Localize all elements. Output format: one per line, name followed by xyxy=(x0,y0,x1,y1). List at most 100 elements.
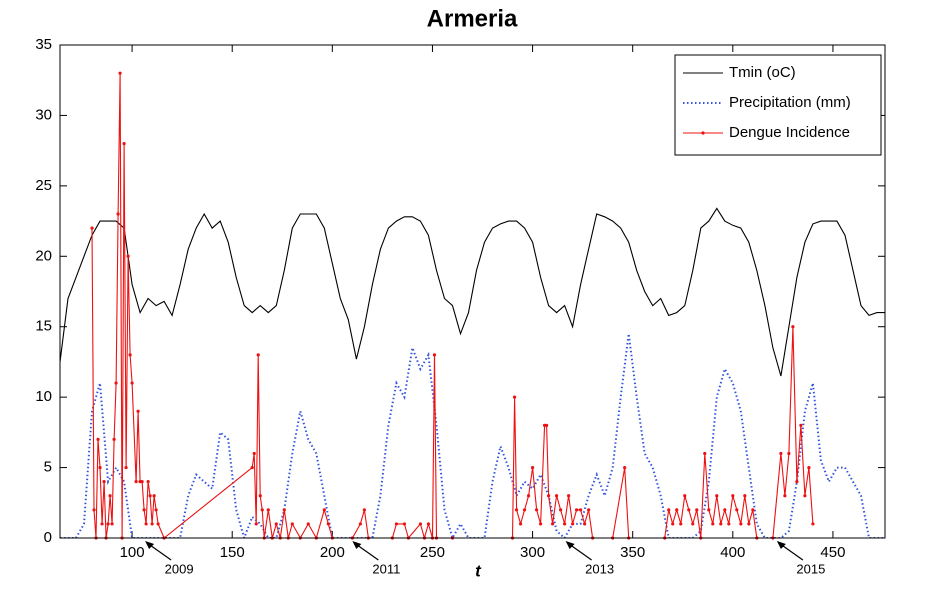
point xyxy=(743,494,747,498)
plot-frame xyxy=(59,44,886,539)
point xyxy=(707,508,711,512)
point xyxy=(402,522,407,526)
point xyxy=(522,508,527,512)
point xyxy=(358,522,362,526)
point xyxy=(142,508,146,512)
point xyxy=(326,522,330,526)
annotation-label: 2009 xyxy=(165,561,194,576)
point xyxy=(126,254,130,258)
point xyxy=(290,522,294,526)
point xyxy=(274,522,278,526)
point xyxy=(90,226,94,230)
annotation-label: 2015 xyxy=(796,561,825,576)
point xyxy=(150,522,154,526)
point xyxy=(250,465,254,470)
point xyxy=(687,508,691,512)
x-axis-label: t xyxy=(475,561,482,580)
point xyxy=(799,423,803,427)
point xyxy=(362,508,366,512)
point xyxy=(559,508,563,512)
point xyxy=(555,494,559,498)
point xyxy=(254,522,258,526)
point xyxy=(252,451,256,456)
point xyxy=(118,71,122,75)
point xyxy=(128,353,132,357)
point xyxy=(587,508,591,512)
point xyxy=(96,437,100,441)
point xyxy=(116,212,120,216)
point xyxy=(156,522,160,526)
point xyxy=(787,451,791,456)
point xyxy=(779,451,783,456)
point xyxy=(727,522,731,526)
point xyxy=(579,508,583,512)
point xyxy=(695,508,699,512)
point xyxy=(124,465,128,470)
point xyxy=(144,522,148,526)
point xyxy=(583,522,587,526)
legend-label: Precipitation (mm) xyxy=(729,94,851,111)
point xyxy=(136,409,140,413)
point xyxy=(807,465,811,470)
point xyxy=(512,395,517,399)
series-line xyxy=(60,207,885,377)
point xyxy=(100,522,104,526)
point xyxy=(306,522,310,526)
point xyxy=(282,508,286,512)
point xyxy=(112,437,116,441)
point xyxy=(152,494,156,498)
point xyxy=(675,508,679,512)
point xyxy=(803,494,807,498)
annotation-label: 2013 xyxy=(585,561,614,576)
point xyxy=(667,508,671,512)
point xyxy=(106,522,110,526)
x-tick-label: 450 xyxy=(820,544,845,561)
point xyxy=(146,480,150,484)
point xyxy=(739,522,743,526)
point xyxy=(751,508,755,512)
point xyxy=(130,381,134,385)
point xyxy=(544,423,549,427)
point xyxy=(432,353,437,357)
point xyxy=(108,494,112,498)
y-tick-label: 25 xyxy=(35,177,52,194)
point xyxy=(258,494,262,498)
point xyxy=(418,522,423,526)
point xyxy=(711,522,715,526)
x-tick-label: 400 xyxy=(720,544,745,561)
point xyxy=(256,353,260,357)
x-tick-label: 300 xyxy=(520,544,545,561)
point xyxy=(747,522,751,526)
point xyxy=(795,480,799,484)
y-tick-label: 15 xyxy=(35,318,52,335)
point xyxy=(575,508,579,512)
x-tick-label: 250 xyxy=(420,544,445,561)
point xyxy=(563,522,567,526)
point xyxy=(102,480,106,484)
point xyxy=(538,522,543,526)
y-tick-label: 10 xyxy=(35,388,52,405)
point xyxy=(671,522,675,526)
y-tick-label: 30 xyxy=(35,106,52,123)
x-tick-label: 100 xyxy=(120,544,145,561)
point xyxy=(683,494,687,498)
y-tick-label: 5 xyxy=(44,459,52,476)
point xyxy=(266,508,270,512)
point xyxy=(719,522,723,526)
point xyxy=(735,508,739,512)
x-tick-label: 200 xyxy=(320,544,345,561)
annotation-arrowhead xyxy=(352,541,362,549)
point xyxy=(783,494,787,498)
point xyxy=(534,508,539,512)
point xyxy=(122,142,126,146)
annotation-label: 2011 xyxy=(372,561,400,576)
point xyxy=(679,522,683,526)
point xyxy=(791,325,795,329)
point xyxy=(723,508,727,512)
legend-marker xyxy=(701,131,705,135)
point xyxy=(514,508,519,512)
point xyxy=(550,522,555,526)
point xyxy=(518,522,523,526)
point xyxy=(530,465,535,470)
